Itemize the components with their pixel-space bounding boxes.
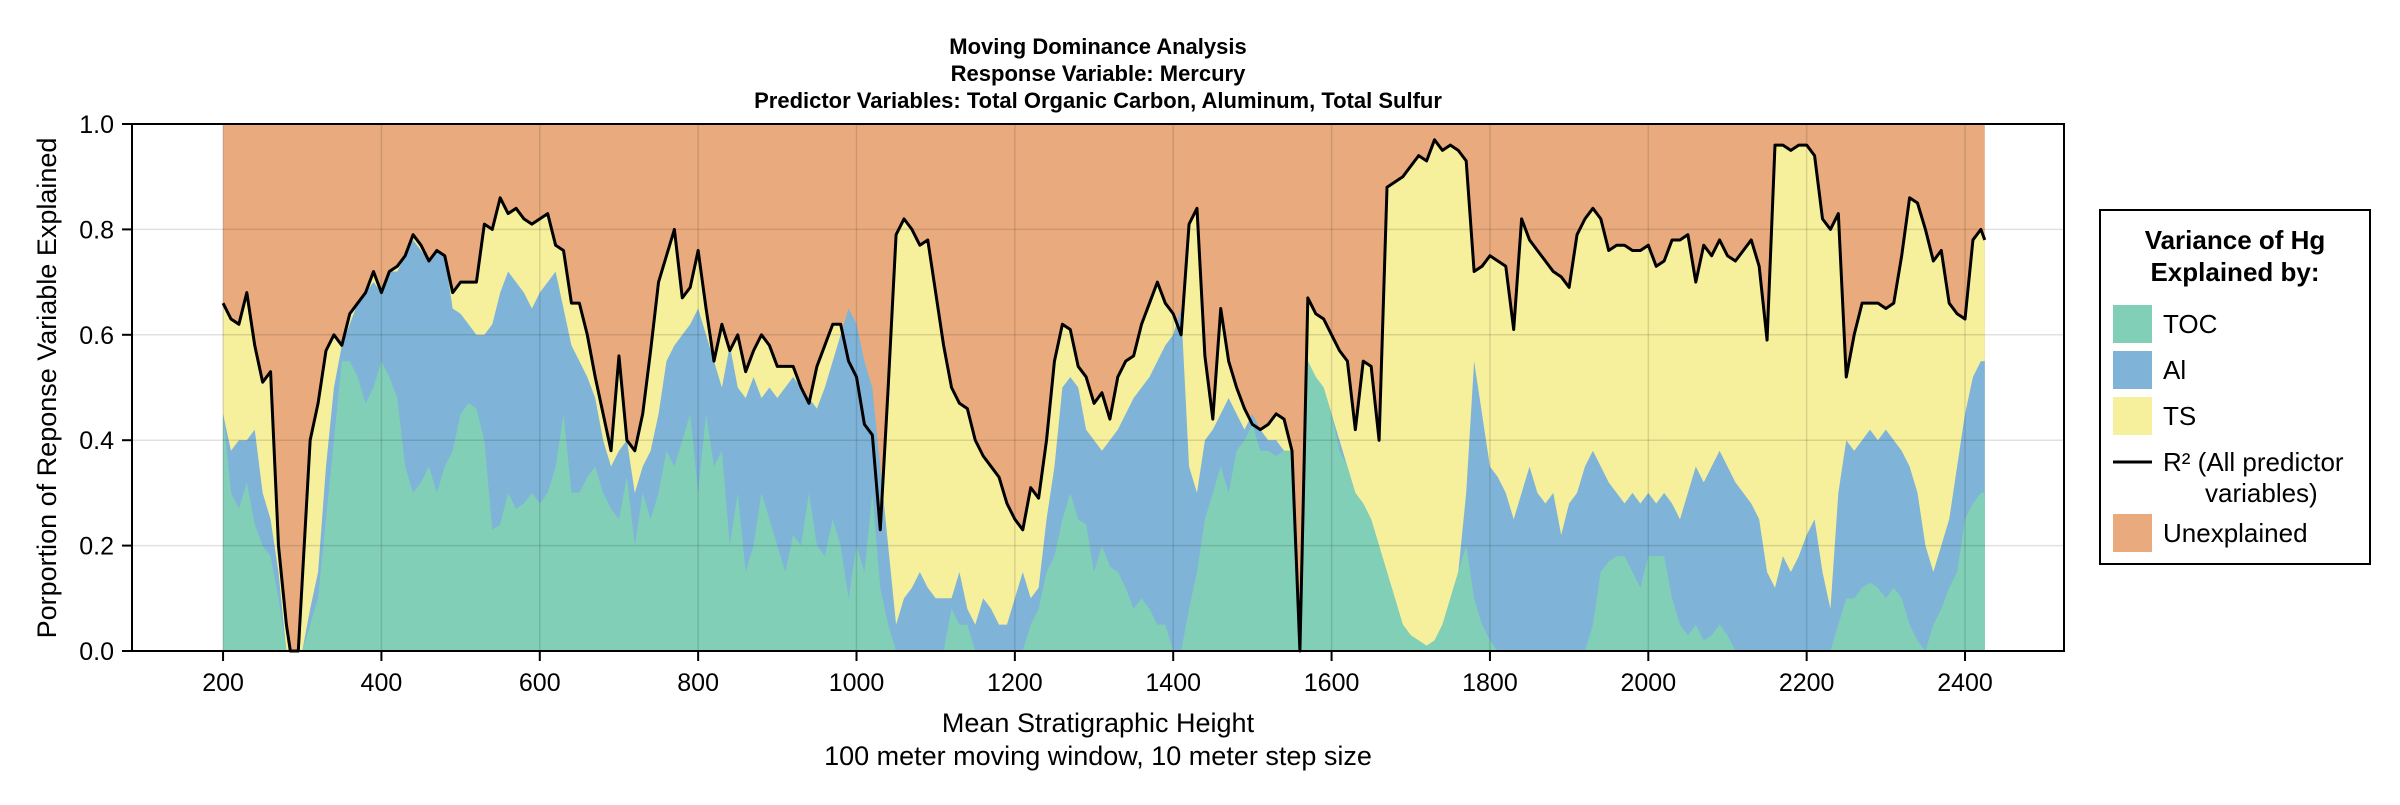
title-line-3: Predictor Variables: Total Organic Carbo… [754,88,1442,113]
plot-area [132,123,2064,653]
x-tick-label: 2000 [1620,669,1676,697]
chart-title: Moving Dominance Analysis Response Varia… [754,34,1442,113]
x-tick-label: 2200 [1779,669,1835,697]
x-tick-label: 1800 [1462,669,1518,697]
r2-line [221,138,1987,653]
legend-swatch-unexplained [2113,514,2152,552]
legend-label-r2: R² (All predictor [2163,447,2344,477]
plot-frame [131,123,2065,652]
legend-swatch-al [2113,351,2152,389]
title-line-2: Response Variable: Mercury [951,61,1246,86]
x-axis-sublabel: 100 meter moving window, 10 meter step s… [824,741,1372,771]
title-line-1: Moving Dominance Analysis [949,34,1246,59]
legend-label-unexplained: Unexplained [2163,518,2308,548]
axes: 200 400 600 800 1000 1200 1400 1600 1800 2000 2200… [79,111,2065,697]
x-tick-label: 2400 [1937,669,1993,697]
y-tick-label: 0.6 [79,322,114,350]
x-tick-label: 1400 [1145,669,1201,697]
y-tick-label: 0.2 [79,533,114,561]
y-tick-label: 0.4 [79,427,114,455]
legend-label-r2: variables) [2205,478,2318,508]
toc-area [223,361,1985,651]
legend-label-al: Al [2163,355,2186,385]
legend-swatch-toc [2113,305,2152,343]
legend-label-toc: TOC [2163,309,2217,339]
x-tick-label: 1200 [987,669,1043,697]
x-tick-label: 1000 [829,669,885,697]
y-tick-label: 0.0 [79,638,114,666]
legend-swatch-ts [2113,397,2152,435]
y-axis-label: Porportion of Reponse Variable Explained [32,138,62,639]
legend-label-ts: TS [2163,401,2196,431]
legend-title-line: Explained by: [2150,257,2319,287]
x-tick-label: 400 [361,669,403,697]
x-axis-label: Mean Stratigraphic Height [942,708,1255,738]
y-tick-label: 1.0 [79,111,114,139]
x-tick-label: 600 [519,669,561,697]
legend-title-line: Variance of Hg [2145,225,2326,255]
y-tick-label: 0.8 [79,216,114,244]
x-tick-label: 800 [677,669,719,697]
x-tick-label: 1600 [1304,669,1360,697]
x-tick-label: 200 [202,669,244,697]
